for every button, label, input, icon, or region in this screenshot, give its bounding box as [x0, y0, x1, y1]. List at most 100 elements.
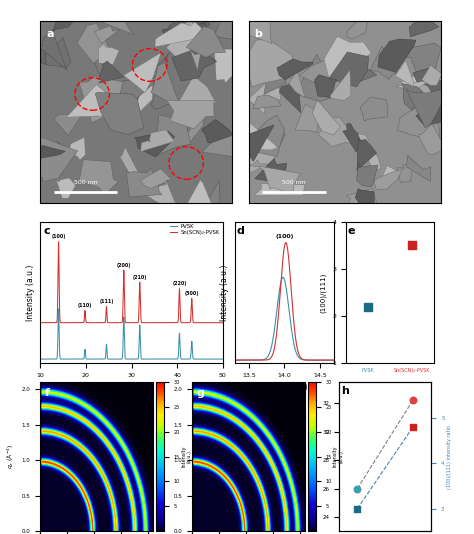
Sn(SCN)₂-PVSK: [214, 319, 220, 326]
Sn(SCN)₂-PVSK: [170, 319, 176, 326]
Polygon shape: [280, 74, 301, 113]
Polygon shape: [32, 145, 65, 160]
Polygon shape: [134, 131, 174, 157]
Polygon shape: [253, 95, 281, 109]
Line: PVSK: PVSK: [40, 309, 223, 359]
Point: [354, 484, 361, 493]
Polygon shape: [277, 59, 313, 80]
Sn(SCN)₂-PVSK: [56, 239, 62, 245]
PVSK: [56, 306, 62, 312]
Text: b: b: [255, 29, 263, 38]
Polygon shape: [397, 164, 413, 182]
Polygon shape: [300, 51, 355, 93]
Polygon shape: [166, 22, 207, 68]
Text: c: c: [44, 226, 51, 236]
Polygon shape: [95, 92, 144, 135]
Polygon shape: [406, 89, 442, 128]
Polygon shape: [124, 52, 161, 93]
Polygon shape: [406, 43, 441, 73]
Polygon shape: [377, 166, 398, 187]
Sn(SCN)₂-PVSK: [205, 319, 211, 326]
Polygon shape: [45, 37, 71, 67]
Polygon shape: [167, 100, 214, 129]
Polygon shape: [112, 88, 143, 121]
Polygon shape: [214, 15, 238, 40]
Polygon shape: [214, 49, 246, 83]
Polygon shape: [358, 134, 381, 170]
Text: 500 nm: 500 nm: [282, 180, 306, 185]
Polygon shape: [395, 80, 430, 98]
Polygon shape: [330, 70, 351, 100]
Polygon shape: [374, 169, 402, 190]
Polygon shape: [356, 165, 378, 187]
Text: g: g: [197, 388, 204, 398]
Polygon shape: [240, 140, 275, 178]
Polygon shape: [102, 99, 116, 122]
Polygon shape: [120, 147, 140, 178]
Polygon shape: [398, 103, 439, 141]
Polygon shape: [151, 87, 173, 109]
Polygon shape: [155, 22, 210, 47]
Polygon shape: [113, 76, 155, 109]
Polygon shape: [91, 53, 114, 78]
Polygon shape: [328, 52, 369, 87]
Text: (220): (220): [172, 281, 187, 286]
Polygon shape: [314, 75, 337, 97]
Text: e: e: [348, 226, 356, 236]
Polygon shape: [407, 155, 431, 182]
PVSK: [214, 356, 220, 362]
Polygon shape: [238, 117, 278, 150]
Text: (110): (110): [78, 303, 92, 308]
Polygon shape: [156, 20, 193, 42]
Y-axis label: Intensity (a.u.): Intensity (a.u.): [220, 264, 229, 320]
Polygon shape: [378, 39, 416, 72]
Polygon shape: [249, 160, 275, 169]
Polygon shape: [255, 159, 289, 184]
Polygon shape: [402, 83, 423, 110]
Text: d: d: [237, 226, 245, 236]
Polygon shape: [99, 61, 124, 83]
Polygon shape: [413, 67, 445, 97]
Y-axis label: (100) Intensity: (100) Intensity: [311, 436, 317, 477]
Polygon shape: [422, 65, 442, 85]
PVSK: [114, 356, 120, 362]
Text: (200): (200): [117, 263, 131, 268]
Polygon shape: [102, 17, 135, 35]
Polygon shape: [239, 125, 274, 161]
Polygon shape: [172, 48, 217, 81]
Polygon shape: [169, 7, 210, 38]
Point: [354, 505, 361, 513]
Polygon shape: [174, 44, 199, 68]
Polygon shape: [202, 131, 245, 158]
Polygon shape: [347, 66, 377, 84]
Text: (100): (100): [275, 234, 293, 239]
Polygon shape: [190, 50, 201, 71]
Polygon shape: [143, 175, 182, 218]
PVSK: [116, 356, 121, 362]
Polygon shape: [264, 65, 286, 95]
X-axis label: 2θ (Degree): 2θ (Degree): [262, 383, 307, 392]
Polygon shape: [355, 189, 375, 216]
PVSK: [170, 356, 176, 362]
Polygon shape: [190, 30, 211, 55]
Polygon shape: [346, 189, 378, 217]
Polygon shape: [297, 54, 337, 101]
Text: (300): (300): [184, 291, 199, 296]
Y-axis label: Intensity
(a.u.): Intensity (a.u.): [182, 446, 192, 467]
Polygon shape: [98, 44, 119, 65]
Polygon shape: [259, 125, 285, 153]
Point: [409, 423, 417, 431]
PVSK: [205, 356, 211, 362]
Polygon shape: [312, 100, 340, 135]
Polygon shape: [203, 180, 220, 212]
Text: a: a: [46, 29, 54, 38]
Y-axis label: Intensity
(a.u.): Intensity (a.u.): [333, 446, 344, 467]
Y-axis label: $q_z$ (Å$^{-1}$): $q_z$ (Å$^{-1}$): [158, 444, 168, 469]
Polygon shape: [140, 169, 171, 189]
Y-axis label: (100)/(111) Intensity ratio: (100)/(111) Intensity ratio: [447, 425, 452, 489]
Sn(SCN)₂-PVSK: [124, 319, 130, 326]
Polygon shape: [186, 26, 226, 58]
Polygon shape: [79, 76, 123, 123]
Polygon shape: [289, 70, 305, 98]
PVSK: [37, 356, 43, 362]
